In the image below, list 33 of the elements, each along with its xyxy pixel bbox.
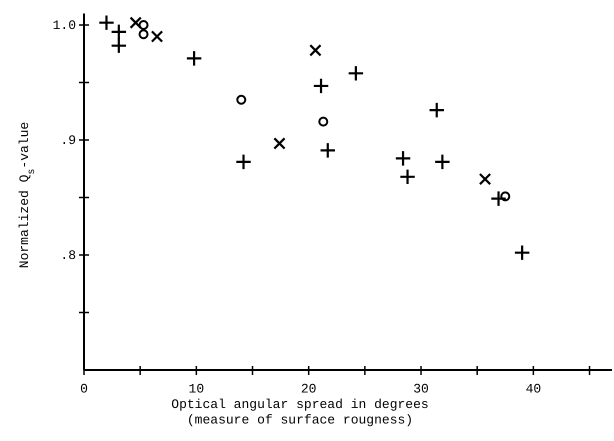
y-tick-label: .9 (60, 133, 76, 148)
point (186, 50, 202, 67)
x-tick-label: 0 (80, 381, 88, 396)
point (138, 29, 149, 40)
point (312, 78, 330, 94)
point (490, 190, 507, 207)
point (428, 102, 446, 118)
point (150, 30, 164, 43)
y-tick-label: 1.0 (52, 18, 76, 34)
point (129, 16, 142, 29)
point (235, 154, 252, 170)
point (348, 64, 364, 82)
point (138, 20, 149, 30)
point (110, 24, 128, 40)
point (434, 154, 451, 170)
point (273, 137, 286, 150)
y-tick-label: .8 (60, 248, 76, 264)
x-tick-label: 40 (526, 381, 542, 396)
point (394, 150, 412, 167)
x-tick-label: 30 (413, 381, 429, 396)
x-tick-label: 10 (188, 381, 204, 396)
point (500, 191, 510, 202)
point (236, 94, 246, 105)
point (309, 44, 322, 57)
point (514, 244, 530, 262)
point (110, 37, 128, 54)
point (319, 142, 336, 159)
point (478, 172, 492, 186)
point (98, 14, 115, 32)
x-tick-label: 20 (300, 381, 316, 396)
point (318, 116, 328, 127)
x-axis-title: Optical angular spread in degrees (measure of surface rougness) (171, 397, 429, 428)
point (399, 168, 416, 186)
